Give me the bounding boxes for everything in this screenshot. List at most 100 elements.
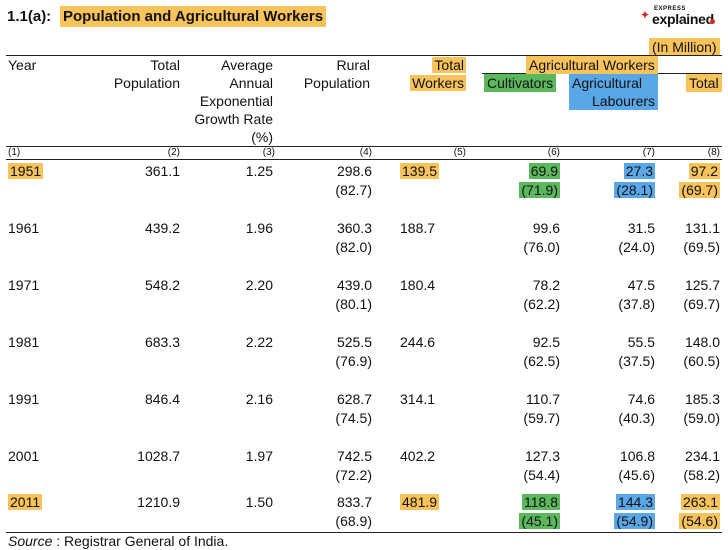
header-agricultural-labourers: Agricultural Labourers xyxy=(569,74,659,110)
cell-value: 31.5 xyxy=(627,220,655,236)
cell-value: 78.2 xyxy=(532,277,560,293)
cell-value: 1.97 xyxy=(245,448,273,464)
cell-percent: (69.7) xyxy=(679,182,720,198)
cell-value: 185.3 xyxy=(684,391,720,407)
cell-value: 1.96 xyxy=(245,220,273,236)
cell-value: 69.9 xyxy=(528,163,560,179)
cell-value: 74.6 xyxy=(627,391,655,407)
cell-value: 234.1 xyxy=(684,448,720,464)
cell-percent: (71.9) xyxy=(519,182,560,198)
source-note: Source : Registrar General of India. xyxy=(8,533,229,549)
cell-value: 47.5 xyxy=(627,277,655,293)
cell-cultivators: 110.7 (59.7) xyxy=(480,390,560,428)
cell-value: 2001 xyxy=(8,448,40,464)
cell-percent: (59.0) xyxy=(683,410,720,426)
cell-value: 27.3 xyxy=(623,163,655,179)
cell-percent: (76.9) xyxy=(335,353,372,369)
column-number: (1) xyxy=(8,147,21,158)
cell-rural-population: 525.5 (76.9) xyxy=(300,333,372,371)
cell-percent: (37.8) xyxy=(618,296,655,312)
cell-percent: (54.9) xyxy=(614,513,655,529)
cell-total-workers: 244.6 xyxy=(400,333,466,352)
cell-percent: (72.2) xyxy=(335,467,372,483)
cell-total: 131.1 (69.5) xyxy=(660,219,720,257)
cell-year: 1991 xyxy=(8,390,48,409)
cell-value: 1971 xyxy=(8,277,40,293)
cell-growth-rate: 1.50 xyxy=(210,493,273,512)
cell-percent: (40.3) xyxy=(618,410,655,426)
cell-value: 2.20 xyxy=(245,277,273,293)
cell-value: 118.8 xyxy=(522,494,560,510)
cell-cultivators: 78.2 (62.2) xyxy=(480,276,560,314)
cell-value: 1210.9 xyxy=(137,494,180,510)
cell-percent: (62.5) xyxy=(523,353,560,369)
cell-value: 2.22 xyxy=(245,334,273,350)
cell-agricultural-labourers: 31.5 (24.0) xyxy=(575,219,655,257)
cell-year: 1981 xyxy=(8,333,48,352)
cell-value: 97.2 xyxy=(688,163,720,179)
cell-total: 125.7 (69.7) xyxy=(660,276,720,314)
cell-value: 525.5 xyxy=(336,334,372,350)
cell-value: 1981 xyxy=(8,334,40,350)
cell-value: 833.7 xyxy=(336,494,372,510)
cell-growth-rate: 2.16 xyxy=(210,390,273,409)
column-number: (4) xyxy=(359,147,372,158)
cell-value: 628.7 xyxy=(336,391,372,407)
cell-percent: (76.0) xyxy=(523,239,560,255)
cell-percent: (82.0) xyxy=(335,239,372,255)
logo-small-text: EXPRESS xyxy=(654,6,686,12)
cell-value: 846.4 xyxy=(144,391,180,407)
cell-growth-rate: 2.20 xyxy=(210,276,273,295)
express-explained-logo: ✦ EXPRESS explained xyxy=(640,6,722,28)
cell-value: 1961 xyxy=(8,220,40,236)
cell-value: 298.6 xyxy=(336,163,372,179)
cell-value: 2011 xyxy=(8,494,43,510)
cell-percent: (24.0) xyxy=(618,239,655,255)
cell-percent: (69.7) xyxy=(683,296,720,312)
cell-agricultural-labourers: 47.5 (37.8) xyxy=(575,276,655,314)
cell-total-workers: 402.2 xyxy=(400,447,466,466)
page-title: Population and Agricultural Workers xyxy=(60,6,327,27)
column-number-rule xyxy=(6,146,722,147)
cell-cultivators: 99.6 (76.0) xyxy=(480,219,560,257)
logo-dot-icon xyxy=(710,19,715,24)
cell-agricultural-labourers: 27.3 (28.1) xyxy=(575,162,655,200)
cell-agricultural-labourers: 74.6 (40.3) xyxy=(575,390,655,428)
cell-total-population: 1028.7 xyxy=(120,447,180,466)
cell-value: 439.0 xyxy=(336,277,372,293)
column-number: (2) xyxy=(167,147,180,158)
cell-agricultural-labourers: 106.8 (45.6) xyxy=(575,447,655,485)
unit-label: (In Million) xyxy=(649,38,720,56)
cell-value: 188.7 xyxy=(400,220,436,236)
cell-cultivators: 92.5 (62.5) xyxy=(480,333,560,371)
cell-growth-rate: 1.25 xyxy=(210,162,273,181)
cell-year: 2001 xyxy=(8,447,48,466)
cell-total: 97.2 (69.7) xyxy=(660,162,720,200)
cell-value: 99.6 xyxy=(532,220,560,236)
cell-rural-population: 439.0 (80.1) xyxy=(300,276,372,314)
cell-growth-rate: 1.97 xyxy=(210,447,273,466)
cell-value: 139.5 xyxy=(400,163,440,179)
cell-rural-population: 360.3 (82.0) xyxy=(300,219,372,257)
cell-value: 1028.7 xyxy=(137,448,180,464)
cell-rural-population: 742.5 (72.2) xyxy=(300,447,372,485)
cell-value: 481.9 xyxy=(400,494,440,510)
cell-percent: (82.7) xyxy=(335,182,372,198)
cell-total-workers: 314.1 xyxy=(400,390,466,409)
cell-year: 1961 xyxy=(8,219,48,238)
cell-value: 548.2 xyxy=(144,277,180,293)
cell-cultivators: 69.9 (71.9) xyxy=(480,162,560,200)
cell-agricultural-labourers: 55.5 (37.5) xyxy=(575,333,655,371)
header-total-population: Total Population xyxy=(113,57,180,91)
cell-total-population: 361.1 xyxy=(120,162,180,181)
cell-value: 742.5 xyxy=(336,448,372,464)
cell-value: 1.25 xyxy=(245,163,273,179)
bottom-rule xyxy=(6,532,722,533)
column-number: (6) xyxy=(547,147,560,158)
cell-year: 1971 xyxy=(8,276,48,295)
cell-percent: (69.5) xyxy=(683,239,720,255)
header-year: Year xyxy=(8,57,37,73)
column-number: (7) xyxy=(642,147,655,158)
cell-value: 439.2 xyxy=(144,220,180,236)
cell-value: 106.8 xyxy=(619,448,655,464)
